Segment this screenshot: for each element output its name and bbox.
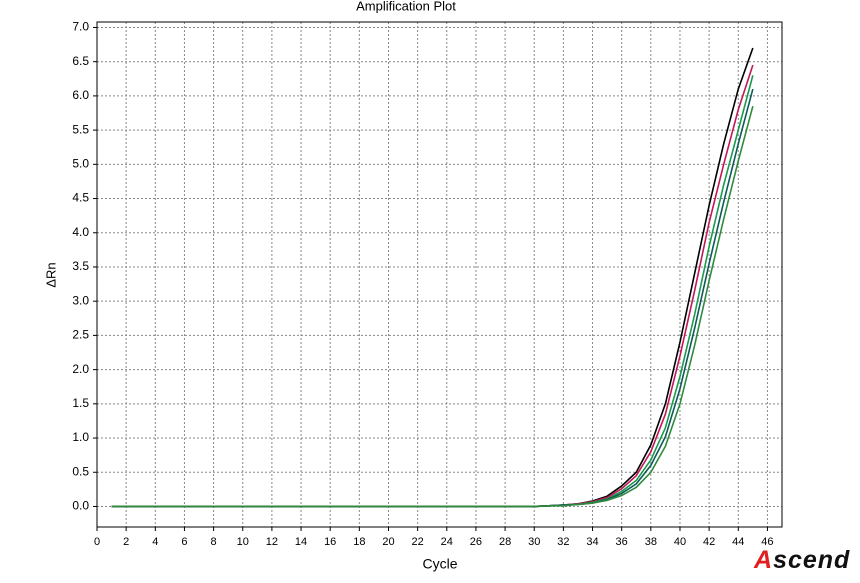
x-tick-label: 30: [528, 536, 540, 548]
y-tick-label: 4.0: [72, 225, 89, 239]
amplification-curve: [111, 75, 754, 508]
x-tick-label: 10: [237, 536, 249, 548]
amplification-curve: [111, 105, 754, 508]
y-tick-label: 7.0: [72, 20, 89, 34]
y-tick-label: 6.5: [72, 54, 89, 68]
y-tick-label: 0.0: [72, 499, 89, 513]
x-tick-label: 18: [353, 536, 365, 548]
x-tick-label: 20: [382, 536, 394, 548]
x-tick-label: 38: [645, 536, 657, 548]
x-tick-label: 28: [499, 536, 511, 548]
x-tick-label: 44: [732, 536, 744, 548]
y-tick-label: 2.5: [72, 328, 89, 342]
x-axis-label: Cycle: [422, 556, 457, 572]
x-tick-label: 16: [324, 536, 336, 548]
logo: Ascend: [754, 546, 851, 574]
x-tick-label: 40: [674, 536, 686, 548]
y-tick-label: 6.0: [72, 88, 89, 102]
x-tick-label: 42: [703, 536, 715, 548]
x-tick-label: 34: [586, 536, 598, 548]
y-tick-label: 4.5: [72, 191, 89, 205]
y-tick-label: 2.0: [72, 362, 89, 376]
amplification-curve: [111, 88, 754, 508]
y-tick-label: 5.5: [72, 122, 89, 136]
x-tick-label: 6: [181, 536, 187, 548]
x-tick-label: 4: [152, 536, 158, 548]
x-tick-label: 32: [557, 536, 569, 548]
x-tick-label: 24: [441, 536, 453, 548]
x-tick-label: 14: [295, 536, 307, 548]
y-tick-label: 3.5: [72, 259, 89, 273]
y-tick-label: 1.0: [72, 430, 89, 444]
y-axis-label: ΔRn: [43, 262, 58, 287]
x-tick-label: 2: [123, 536, 129, 548]
y-tick-label: 0.5: [72, 464, 89, 478]
x-tick-label: 8: [211, 536, 217, 548]
amplification-curve: [111, 64, 754, 508]
y-tick-label: 1.5: [72, 396, 89, 410]
y-tick-label: 5.0: [72, 157, 89, 171]
x-tick-label: 26: [470, 536, 482, 548]
x-tick-label: 22: [412, 536, 424, 548]
x-tick-label: 12: [266, 536, 278, 548]
y-tick-label: 3.0: [72, 293, 89, 307]
x-tick-label: 36: [616, 536, 628, 548]
plot-frame: [96, 21, 783, 528]
x-tick-label: 0: [94, 536, 100, 548]
x-tick-label: 46: [761, 536, 773, 548]
chart-title: Amplification Plot: [356, 0, 456, 13]
